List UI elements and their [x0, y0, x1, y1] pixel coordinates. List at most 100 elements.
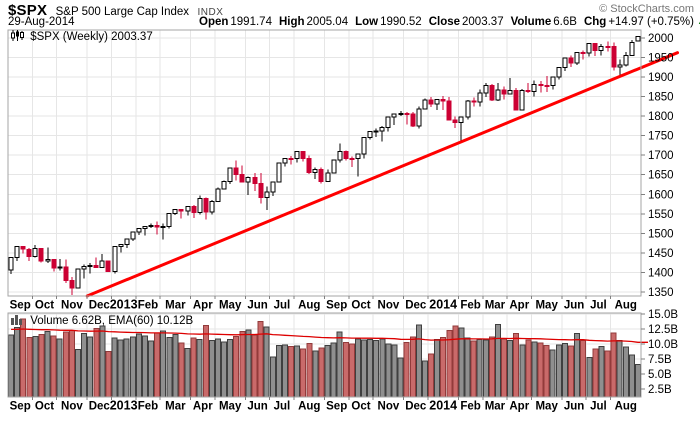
candle — [69, 277, 75, 295]
volume-bar — [184, 347, 191, 398]
candle — [617, 59, 623, 76]
candle — [191, 204, 197, 219]
volume-bar — [306, 343, 313, 398]
candle — [592, 43, 598, 57]
candle — [264, 186, 270, 210]
candle — [379, 126, 385, 142]
volume-bar — [14, 326, 21, 398]
volume-bar — [336, 331, 343, 398]
candle — [172, 208, 178, 216]
volume-bar — [549, 349, 556, 398]
candle — [404, 112, 410, 125]
volume-bar — [604, 350, 611, 398]
svg-text:5.0B: 5.0B — [648, 369, 672, 381]
candle — [501, 86, 507, 100]
candle — [51, 258, 57, 272]
candle — [489, 83, 495, 101]
volume-bar — [586, 356, 593, 398]
svg-text:Aug: Aug — [298, 401, 320, 413]
candle — [434, 99, 440, 111]
candle — [343, 150, 349, 161]
candle — [203, 197, 209, 220]
candle — [26, 247, 32, 261]
candle — [355, 153, 361, 177]
volume-bar — [555, 344, 562, 398]
candle — [197, 195, 203, 215]
volume-bar — [233, 335, 240, 398]
candle — [142, 225, 148, 236]
candle — [507, 78, 513, 95]
volume-bar — [87, 336, 94, 398]
volume-panel-legend: Volume 6.62B, EMA(60) 10.12B — [11, 314, 193, 327]
candle — [629, 40, 635, 56]
volume-bar — [111, 337, 118, 398]
candlesticks — [8, 35, 641, 295]
svg-text:Aug: Aug — [298, 300, 320, 312]
volume-bar — [281, 344, 288, 398]
svg-text:Feb: Feb — [138, 401, 158, 413]
candle — [45, 247, 51, 263]
volume-bar — [190, 337, 197, 398]
volume-bar — [391, 344, 398, 398]
volume-bar — [367, 338, 374, 398]
volume-bar — [561, 343, 568, 398]
volume-bar — [172, 334, 179, 398]
candle — [185, 205, 191, 216]
candle — [471, 97, 477, 107]
svg-text:Aug: Aug — [615, 401, 637, 413]
change-up-triangle-icon: ▲ — [697, 16, 700, 26]
candle — [385, 116, 391, 132]
volume-bar — [361, 339, 368, 398]
svg-text:Sep: Sep — [10, 401, 31, 413]
volume-bar — [525, 339, 532, 398]
candle — [367, 130, 373, 140]
volume-bar — [421, 360, 428, 398]
volume-y-axis: 2.5B 5.0B 7.5B 10.0B 12.5B 15.0B — [641, 309, 678, 396]
candle — [519, 89, 525, 111]
volume-bar — [543, 344, 550, 398]
low-label: Low — [355, 16, 379, 28]
candle — [373, 128, 379, 138]
quote-date: 29-Aug-2014 — [8, 16, 75, 28]
volume-value: 6.6B — [553, 16, 577, 28]
volume-bar — [227, 338, 234, 398]
svg-text:12.5B: 12.5B — [648, 324, 678, 336]
candle — [398, 110, 404, 117]
candle — [252, 173, 258, 192]
candlestick-icon — [11, 30, 24, 41]
volume-bar — [501, 338, 508, 398]
volume-legend-text: Volume 6.62B, EMA(60) 10.12B — [30, 315, 194, 327]
volume-bar — [141, 335, 148, 398]
svg-text:Sep: Sep — [326, 401, 347, 413]
candle — [130, 231, 136, 241]
svg-text:Sep: Sep — [326, 300, 347, 312]
volume-bar — [8, 334, 15, 398]
volume-bar — [494, 323, 501, 398]
symbol: $SPX — [8, 2, 48, 19]
svg-text:Mar: Mar — [485, 401, 506, 413]
candle — [544, 76, 550, 92]
volume-bar — [62, 331, 69, 398]
volume-bars-icon — [11, 315, 22, 325]
volume-bar — [288, 346, 295, 398]
svg-text:1400: 1400 — [648, 268, 674, 280]
open-value: 1991.74 — [230, 16, 272, 28]
svg-text:Jul: Jul — [274, 300, 291, 312]
candle — [209, 200, 215, 215]
volume-bar — [574, 332, 581, 398]
candle — [580, 50, 586, 60]
volume-bar — [385, 343, 392, 398]
volume-bar — [354, 338, 361, 398]
svg-text:1700: 1700 — [648, 150, 674, 162]
close-label: Close — [428, 16, 461, 28]
candle — [258, 172, 264, 204]
svg-text:2000: 2000 — [648, 33, 674, 45]
svg-text:1900: 1900 — [648, 72, 674, 84]
volume-bar — [74, 349, 81, 398]
candle — [81, 264, 87, 279]
svg-text:Feb: Feb — [138, 300, 158, 312]
svg-text:1500: 1500 — [648, 228, 674, 240]
candle — [233, 160, 239, 181]
quote-summary: Open 1991.74 High 2005.04 Low 1990.52 Close 200… — [192, 16, 700, 28]
